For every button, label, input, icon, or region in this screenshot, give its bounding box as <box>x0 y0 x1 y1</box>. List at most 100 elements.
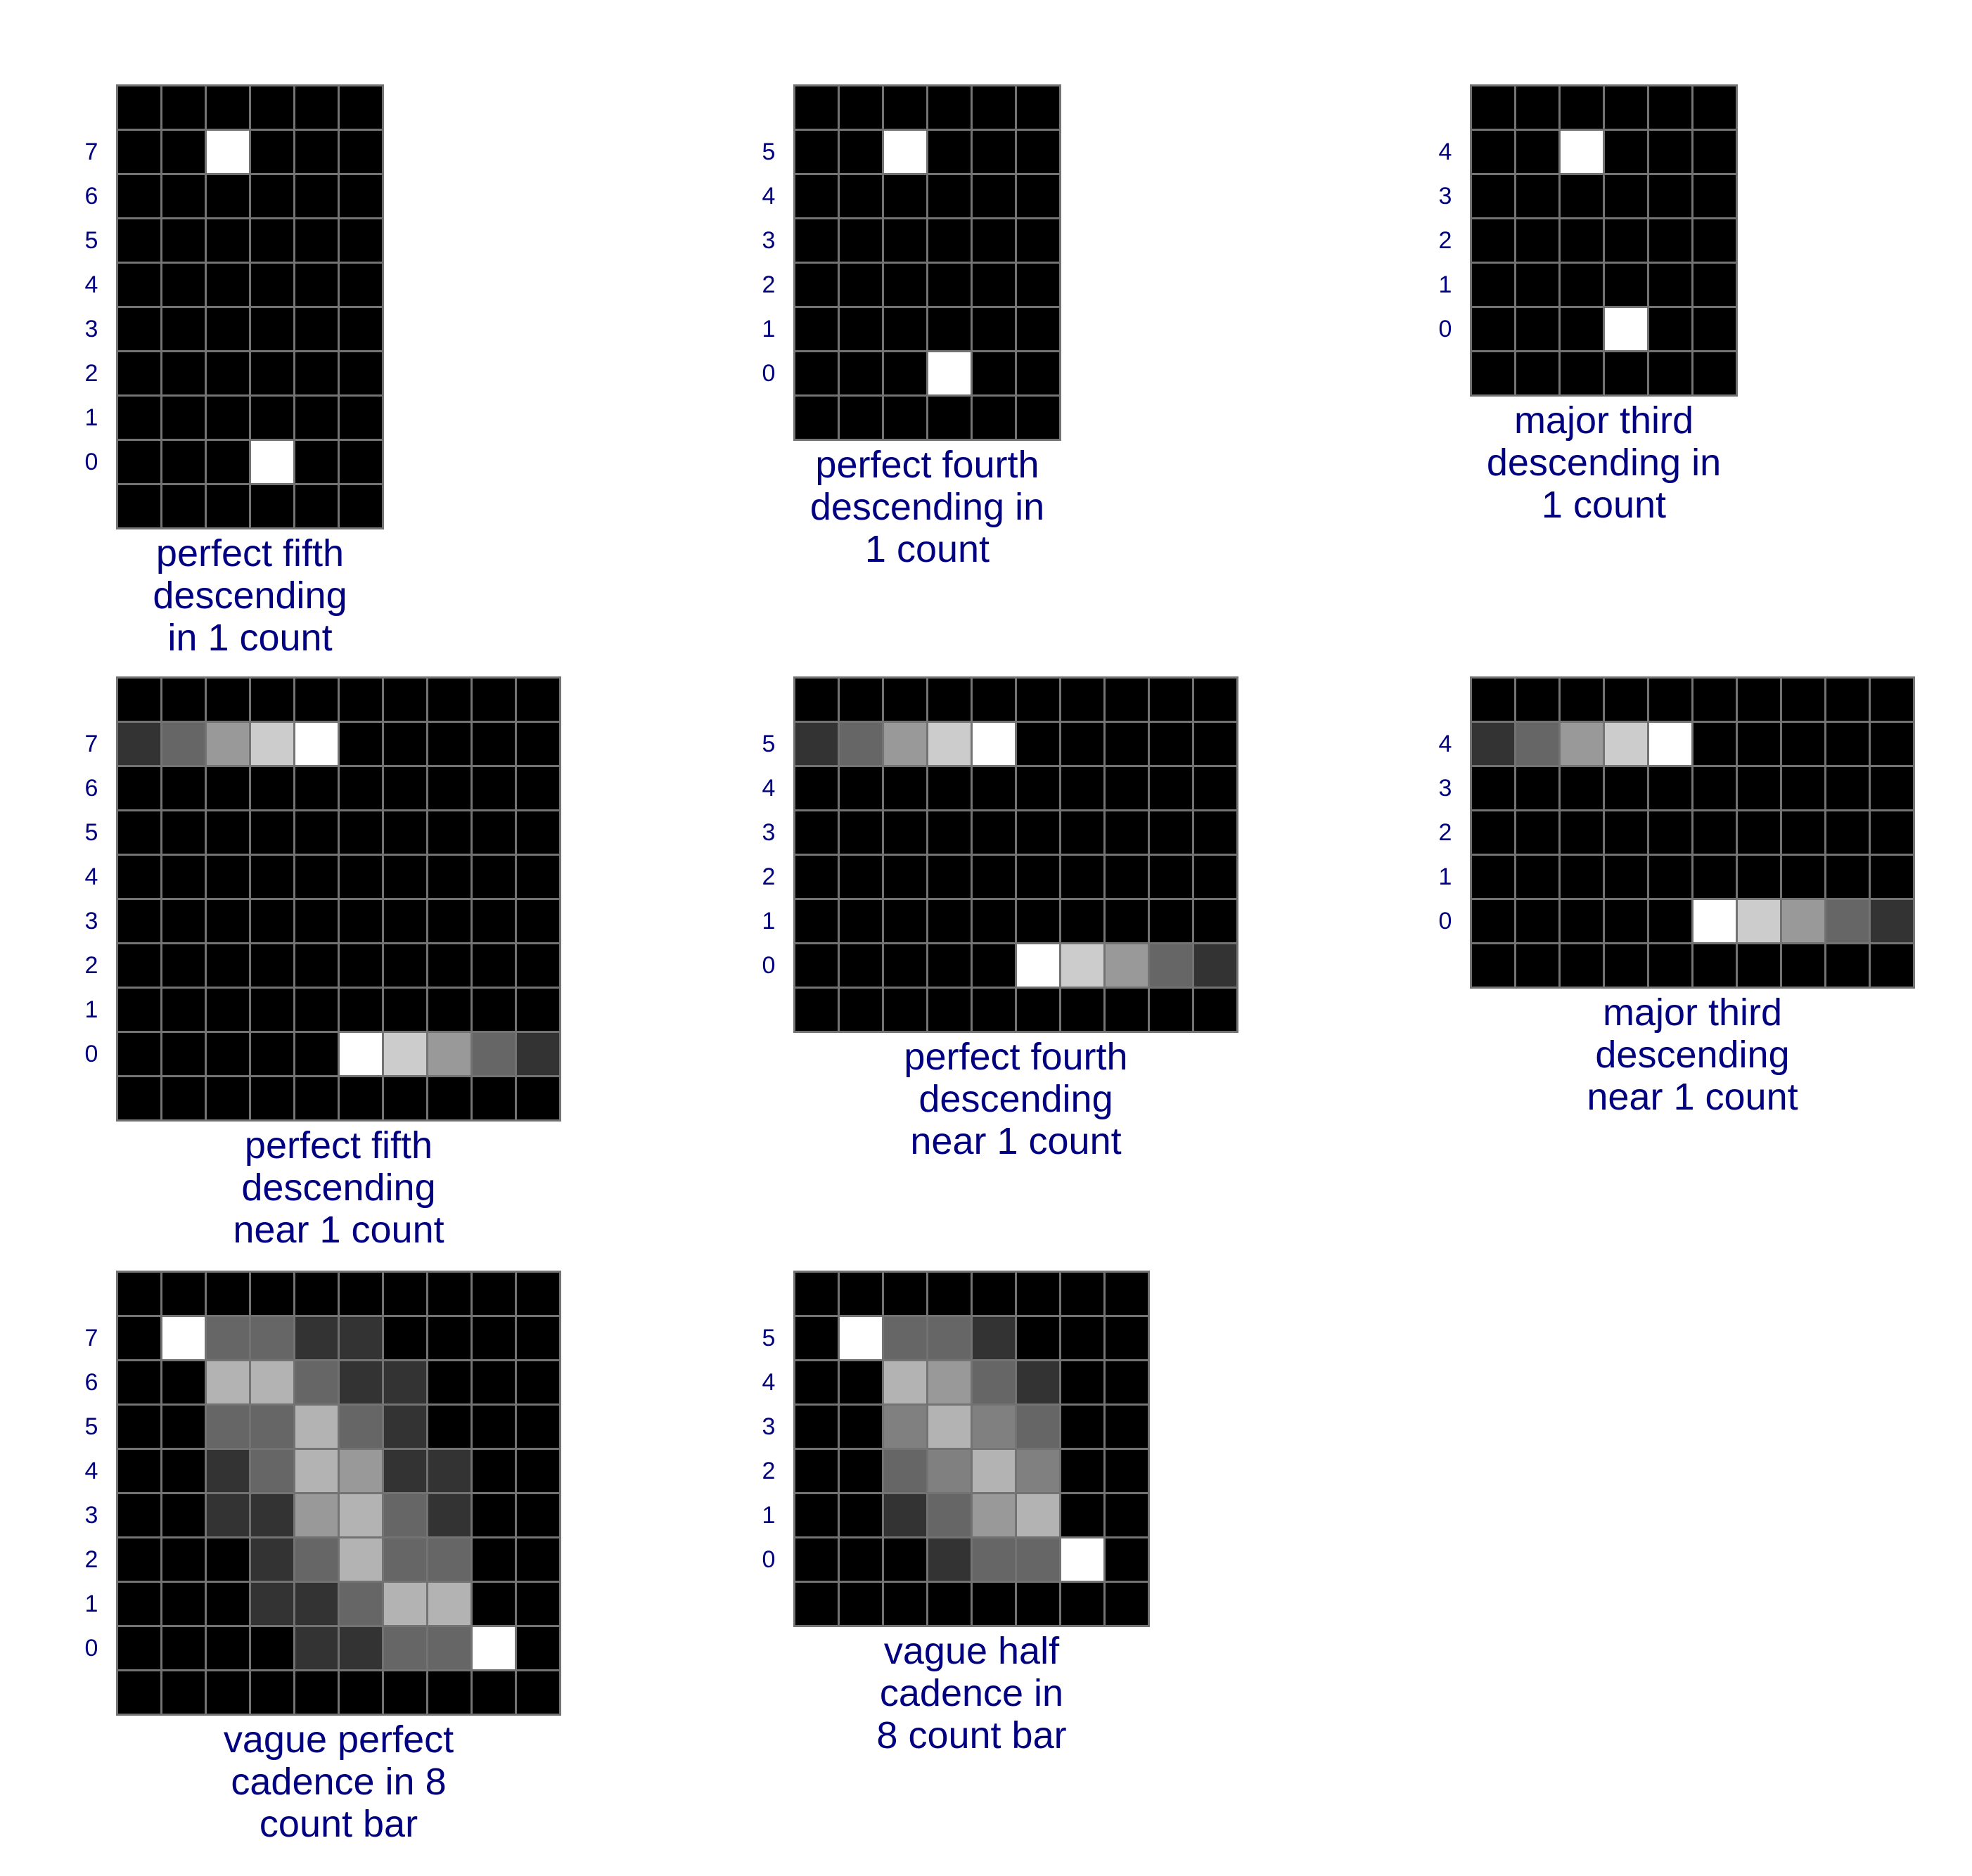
grid-cell <box>340 264 382 306</box>
grid-cell <box>118 900 160 942</box>
grid-cell <box>884 989 926 1031</box>
grid-cell <box>1017 1317 1059 1359</box>
note-cell <box>1017 1494 1059 1536</box>
grid-cell <box>1516 175 1558 217</box>
grid-cell <box>973 1583 1015 1625</box>
grid-cell <box>251 900 293 942</box>
note-cell <box>1017 1538 1059 1581</box>
grid-cell <box>840 811 882 854</box>
grid-cell <box>1782 811 1824 854</box>
grid-cell <box>295 1077 338 1119</box>
grid-cell <box>795 1583 838 1625</box>
grid-cell <box>1516 308 1558 350</box>
grid-cell <box>428 811 470 854</box>
grid-cell <box>973 811 1015 854</box>
grid-cell <box>517 1671 559 1714</box>
pitch-row-label: 5 <box>762 139 776 165</box>
note-cell <box>884 1406 926 1448</box>
pitch-row-label: 5 <box>84 819 98 846</box>
grid-cell <box>795 1538 838 1581</box>
grid-cell <box>1694 352 1736 394</box>
grid-cell <box>1561 352 1603 394</box>
note-cell <box>973 1538 1015 1581</box>
grid-cell <box>295 86 338 129</box>
grid-cell <box>384 856 426 898</box>
grid-cell <box>162 397 205 439</box>
grid-cell <box>928 308 971 350</box>
note-cell <box>973 1494 1015 1536</box>
grid-cell <box>162 1494 205 1536</box>
note-cell <box>207 1494 249 1536</box>
pitch-row-label: 2 <box>762 1458 776 1484</box>
note-cell <box>340 1317 382 1359</box>
note-cell <box>340 1494 382 1536</box>
grid-cell <box>1605 86 1647 129</box>
grid-cell <box>1150 900 1192 942</box>
grid-cell <box>1649 86 1691 129</box>
grid-cell <box>162 131 205 173</box>
grid-cell <box>384 1273 426 1315</box>
grid-cell <box>1694 131 1736 173</box>
grid-cell <box>840 679 882 721</box>
grid-cell <box>1649 131 1691 173</box>
grid-cell <box>1106 1538 1148 1581</box>
pitch-row-label: 1 <box>84 1591 98 1617</box>
grid-cell <box>795 264 838 306</box>
grid-cell <box>473 1361 515 1403</box>
caption-line: descending <box>241 1167 436 1209</box>
grid-cell <box>118 1494 160 1536</box>
note-cell <box>1694 900 1736 942</box>
grid-cell <box>840 397 882 439</box>
grid-cell <box>1516 767 1558 809</box>
grid-cell <box>517 1494 559 1536</box>
grid-cell <box>795 1494 838 1536</box>
grid-cell <box>162 1273 205 1315</box>
grid-cell <box>1649 264 1691 306</box>
grid-cell <box>795 131 838 173</box>
grid-cell <box>840 1538 882 1581</box>
grid-cell <box>1150 989 1192 1031</box>
grid-cell <box>1017 131 1059 173</box>
note-cell <box>384 1538 426 1581</box>
grid-cell <box>517 989 559 1031</box>
grid-cell <box>428 723 470 765</box>
grid-cell <box>840 900 882 942</box>
grid-cell <box>1061 1406 1103 1448</box>
grid-cell <box>118 679 160 721</box>
grid-cell <box>884 219 926 262</box>
caption-line: in 1 count <box>167 617 333 659</box>
grid-cell <box>1561 900 1603 942</box>
grid-cell <box>1738 944 1780 987</box>
grid-cell <box>1516 900 1558 942</box>
note-cell <box>1106 944 1148 987</box>
grid-cell <box>973 219 1015 262</box>
caption-line: cadence in 8 <box>231 1761 447 1803</box>
grid-cell <box>928 1273 971 1315</box>
grid-cell <box>384 811 426 854</box>
grid-cell <box>1017 352 1059 394</box>
note-cell <box>428 1538 470 1581</box>
grid-cell <box>162 1450 205 1492</box>
grid-cell <box>118 86 160 129</box>
grid-cell <box>118 1361 160 1403</box>
grid-cell <box>1782 679 1824 721</box>
grid-cell <box>1605 352 1647 394</box>
grid-cell <box>517 1450 559 1492</box>
grid-cell <box>517 1538 559 1581</box>
grid-cell <box>1472 131 1514 173</box>
note-cell <box>517 1033 559 1075</box>
grid-cell <box>928 264 971 306</box>
grid-cell <box>340 397 382 439</box>
grid-cell <box>162 1361 205 1403</box>
note-cell <box>1061 944 1103 987</box>
grid-cell <box>473 856 515 898</box>
caption-line: perfect fifth <box>244 1124 433 1167</box>
note-cell <box>207 1317 249 1359</box>
grid-cell <box>118 811 160 854</box>
caption-line: vague perfect <box>223 1718 454 1761</box>
grid-cell <box>162 485 205 527</box>
grid-cell <box>517 1583 559 1625</box>
grid-cell <box>1472 264 1514 306</box>
pitch-row-label: 0 <box>84 1635 98 1662</box>
note-cell <box>251 1538 293 1581</box>
